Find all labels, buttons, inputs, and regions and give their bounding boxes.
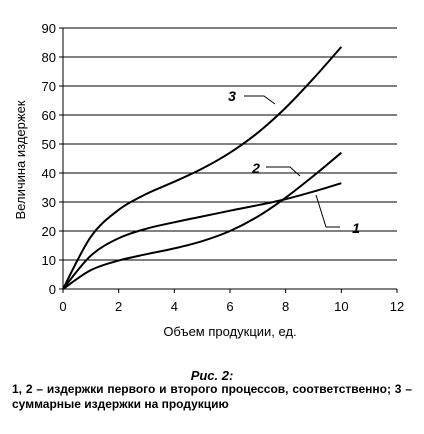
y-tick-label-60: 60: [42, 108, 56, 123]
y-tick-label-80: 80: [42, 50, 56, 65]
y-tick-label-30: 30: [42, 195, 56, 210]
gridlines: [63, 27, 397, 261]
y-axis-label: Величина издержек: [13, 100, 28, 219]
series-lines: [62, 46, 343, 290]
x-tick-labels: 0 2 4 6 8 10 12: [59, 299, 404, 314]
series-label-leader-1: [315, 194, 340, 228]
x-tick-label-8: 8: [282, 299, 289, 314]
x-tick-label-10: 10: [334, 299, 348, 314]
y-tick-label-20: 20: [42, 224, 56, 239]
x-axis-label: Объем продукции, ед.: [163, 324, 296, 339]
series-label-1: 1: [352, 220, 360, 236]
x-tick-label-0: 0: [59, 299, 66, 314]
series-line-2: [62, 151, 342, 290]
series-label-leader-3: [244, 95, 276, 105]
series-label-3: 3: [228, 88, 236, 104]
y-tick-label-40: 40: [42, 166, 56, 181]
series-line-3: [62, 46, 343, 290]
series-label-leader-2: [266, 166, 301, 177]
figure-caption-title: Рис. 2:: [190, 368, 234, 383]
figure-caption-text: 1, 2 – издержки первого и второго процес…: [12, 382, 412, 411]
axes: [59, 27, 398, 293]
x-tick-label-6: 6: [226, 299, 233, 314]
series-labels: 1 2 3: [228, 88, 360, 236]
series-line-1: [62, 182, 342, 290]
series-label-2: 2: [251, 160, 260, 176]
x-tick-label-12: 12: [390, 299, 404, 314]
y-tick-label-70: 70: [42, 79, 56, 94]
y-tick-label-90: 90: [42, 21, 56, 36]
y-tick-label-10: 10: [42, 253, 56, 268]
x-tick-label-4: 4: [171, 299, 178, 314]
x-tick-label-2: 2: [115, 299, 122, 314]
y-tick-label-0: 0: [49, 282, 56, 297]
y-tick-labels: 0 10 20 30 40 50 60 70 80 90: [42, 21, 56, 297]
y-tick-label-50: 50: [42, 137, 56, 152]
